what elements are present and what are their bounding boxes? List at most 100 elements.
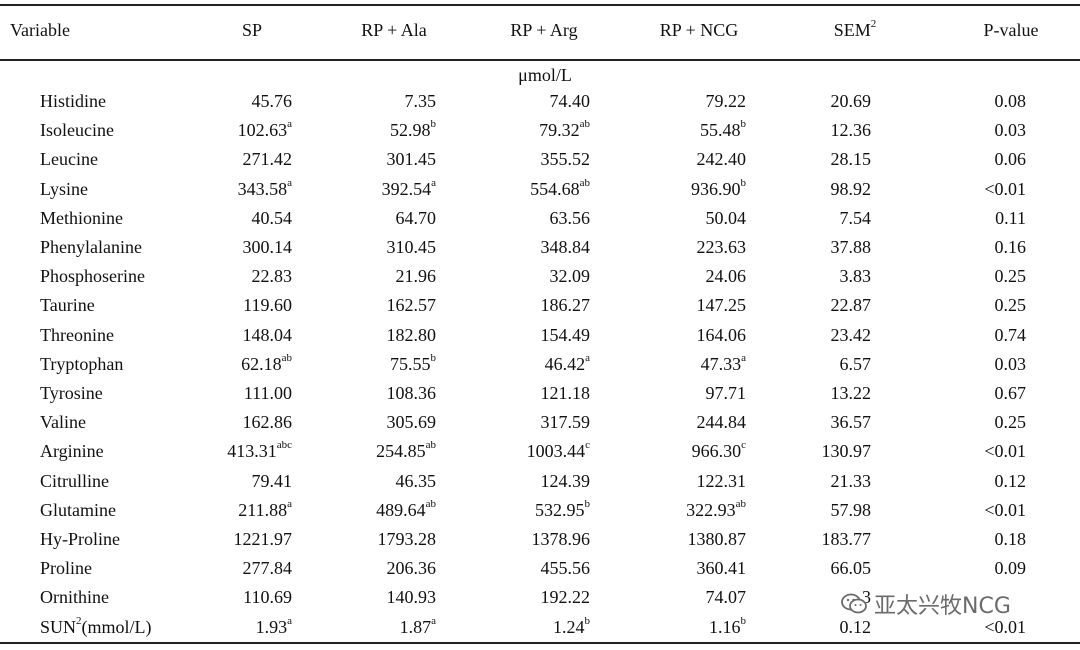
table-bottom-rule [0, 642, 1080, 644]
cell-sem: 183.77 [821, 529, 872, 549]
cell-variable: SUN2(mmol/L) [40, 614, 152, 637]
cell-variable: Threonine [40, 324, 114, 345]
cell-rp-arg: 455.56 [540, 558, 591, 579]
header-sp: SP [241, 20, 263, 40]
cell-rp-ala: 305.69 [386, 412, 437, 433]
cell-sem: 12.36 [830, 120, 872, 141]
cell-sp: 162.86 [242, 412, 293, 433]
cell-sem: 130.97 [821, 441, 872, 462]
cell-p-value: 0.74 [994, 324, 1027, 345]
header-p-value: P-value [983, 20, 1039, 40]
cell-p-value: <0.01 [984, 441, 1026, 462]
table-row: SUN2(mmol/L) 1.93a 1.87a 1.24b 1.16b 0.12 <0.0… [0, 614, 1080, 646]
cell-sem: 0.12 [839, 616, 872, 637]
cell-sem: 13.22 [830, 383, 872, 403]
cell-rp-ncg: 74.07 [705, 587, 747, 608]
watermark-text: 亚太兴牧NCG [874, 594, 1011, 619]
cell-rp-arg: 554.68ab [530, 176, 590, 199]
cell-p-value: 0.03 [994, 353, 1027, 374]
cell-p-value: 0.08 [994, 91, 1027, 111]
header-rp-arg: RP + Arg [510, 20, 578, 40]
cell-rp-arg: 63.56 [549, 207, 591, 228]
cell-sp: 343.58a [237, 176, 292, 199]
cell-variable: Hy-Proline [40, 529, 120, 549]
cell-variable: Phosphoserine [40, 266, 145, 287]
cell-p-value: <0.01 [984, 616, 1026, 637]
cell-rp-ala: 182.80 [386, 324, 437, 345]
table-row: Threonine 148.04 182.80 154.49 164.06 23.42 0.… [0, 325, 1080, 354]
cell-sp: 40.54 [251, 207, 293, 228]
cell-rp-ncg: 360.41 [696, 558, 747, 579]
cell-sem: 7.54 [839, 207, 872, 228]
cell-p-value: 0.67 [994, 383, 1027, 403]
cell-rp-arg: 79.32ab [539, 118, 590, 141]
header-variable: Variable [10, 20, 70, 40]
cell-sem: 36.57 [830, 412, 872, 433]
cell-p-value: 0.25 [994, 412, 1027, 433]
cell-rp-arg: 355.52 [540, 149, 591, 170]
cell-rp-ala: 64.70 [395, 207, 437, 228]
cell-rp-arg: 1378.96 [531, 529, 591, 549]
table-row: Citrulline 79.41 46.35 124.39 122.31 21.33 0.1… [0, 471, 1080, 500]
cell-rp-ala: 206.36 [386, 558, 437, 579]
cell-sp: 300.14 [242, 237, 293, 257]
cell-rp-ala: 1.87a [399, 614, 436, 637]
cell-rp-arg: 348.84 [540, 237, 591, 257]
table-row: Hy-Proline 1221.97 1793.28 1378.96 1380.87 18… [0, 529, 1080, 558]
table-row: Valine 162.86 305.69 317.59 244.84 36.57 0.25 [0, 412, 1080, 441]
cell-variable: Taurine [40, 295, 95, 316]
watermark: 亚太兴牧NCG [840, 588, 1011, 620]
table-top-rule [0, 4, 1080, 6]
cell-rp-ncg: 1.16b [709, 614, 746, 637]
table-row: Glutamine 211.88a 489.64ab 532.95b 322.93ab 5… [0, 497, 1080, 529]
cell-variable: Lysine [40, 178, 88, 199]
cell-rp-ala: 489.64ab [376, 497, 436, 520]
cell-variable: Isoleucine [40, 120, 114, 141]
cell-rp-arg: 124.39 [540, 470, 591, 491]
table-row: Phenylalanine 300.14 310.45 348.84 223.63 37.… [0, 237, 1080, 266]
table-row: Methionine 40.54 64.70 63.56 50.04 7.54 0.11 [0, 208, 1080, 237]
cell-p-value: 0.18 [994, 529, 1027, 549]
cell-p-value: <0.01 [984, 499, 1026, 520]
cell-sp: 45.76 [251, 91, 293, 111]
table-header-rule [0, 59, 1080, 61]
header-rp-ncg: RP + NCG [659, 20, 739, 40]
cell-sem: 28.15 [830, 149, 872, 170]
cell-variable: Tryptophan [40, 353, 124, 374]
cell-rp-ala: 52.98b [390, 118, 436, 141]
cell-rp-ncg: 55.48b [700, 118, 746, 141]
cell-variable: Proline [40, 558, 92, 579]
cell-rp-arg: 532.95b [535, 497, 590, 520]
cell-variable: Citrulline [40, 470, 109, 491]
cell-rp-ncg: 242.40 [696, 149, 747, 170]
cell-sp: 413.31abc [227, 439, 292, 462]
cell-rp-ncg: 164.06 [696, 324, 747, 345]
cell-rp-arg: 192.22 [540, 587, 591, 608]
header-sem: SEM2 [833, 18, 877, 40]
cell-rp-ncg: 122.31 [696, 470, 747, 491]
cell-rp-ncg: 79.22 [705, 91, 747, 111]
cell-sp: 277.84 [242, 558, 293, 579]
cell-variable: Methionine [40, 207, 123, 228]
cell-rp-ncg: 966.30c [691, 439, 746, 462]
cell-rp-arg: 154.49 [540, 324, 591, 345]
table-row: Leucine 271.42 301.45 355.52 242.40 28.15 0.06 [0, 149, 1080, 178]
cell-p-value: 0.03 [994, 120, 1027, 141]
cell-p-value: 0.11 [995, 207, 1026, 228]
header-rp-ala: RP + Ala [361, 20, 427, 40]
cell-rp-ncg: 244.84 [696, 412, 747, 433]
unit-label: μmol/L [518, 65, 572, 85]
cell-rp-ncg: 24.06 [705, 266, 747, 287]
cell-p-value: 0.25 [994, 295, 1027, 316]
cell-sem: 37.88 [830, 237, 872, 257]
cell-variable: Arginine [40, 441, 104, 462]
cell-rp-ncg: 97.71 [705, 383, 747, 403]
cell-variable: Tyrosine [40, 383, 103, 403]
cell-sp: 1221.97 [233, 529, 293, 549]
table-row: Tryptophan 62.18ab 75.55b 46.42a 47.33a 6.57 0… [0, 352, 1080, 383]
cell-rp-ala: 162.57 [386, 295, 437, 316]
wechat-icon [841, 593, 867, 614]
cell-rp-ala: 140.93 [386, 587, 437, 608]
cell-sp: 110.69 [243, 587, 292, 608]
cell-rp-ncg: 322.93ab [686, 497, 746, 520]
